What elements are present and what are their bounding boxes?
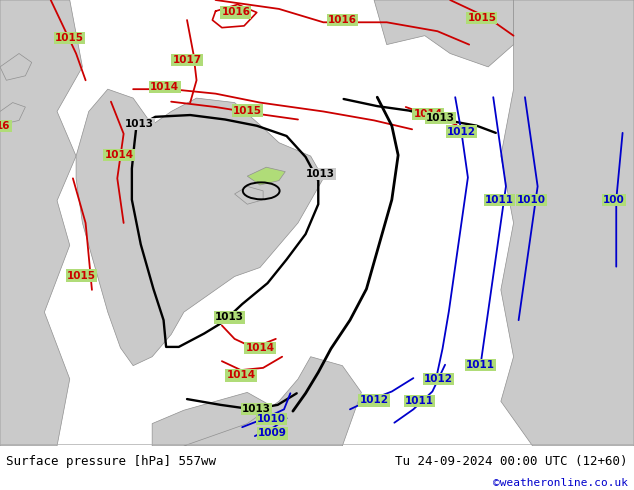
Text: 1015: 1015 <box>55 33 84 43</box>
Text: Tu 24-09-2024 00:00 UTC (12+60): Tu 24-09-2024 00:00 UTC (12+60) <box>395 455 628 467</box>
Text: 1012: 1012 <box>447 126 476 137</box>
Text: 1017: 1017 <box>172 55 202 65</box>
Text: 1014: 1014 <box>413 109 443 119</box>
Text: 1013: 1013 <box>215 313 244 322</box>
Polygon shape <box>247 167 285 185</box>
Text: 16: 16 <box>0 121 10 131</box>
Text: 1014: 1014 <box>150 82 179 92</box>
Polygon shape <box>374 0 514 67</box>
Text: 1012: 1012 <box>424 374 453 384</box>
Text: 1014: 1014 <box>226 370 256 380</box>
Polygon shape <box>235 186 263 204</box>
Text: ©weatheronline.co.uk: ©weatheronline.co.uk <box>493 478 628 488</box>
Text: 1015: 1015 <box>67 270 96 281</box>
Polygon shape <box>0 0 82 446</box>
Text: Surface pressure [hPa] 557ww: Surface pressure [hPa] 557ww <box>6 455 216 467</box>
Polygon shape <box>184 357 361 446</box>
Text: 1014: 1014 <box>245 343 275 353</box>
Polygon shape <box>0 53 32 80</box>
Polygon shape <box>0 102 25 125</box>
Polygon shape <box>76 89 323 366</box>
Text: 1012: 1012 <box>359 395 389 405</box>
Polygon shape <box>152 392 342 446</box>
Text: 1011: 1011 <box>485 195 514 205</box>
Text: 100: 100 <box>603 195 624 205</box>
Text: 1015: 1015 <box>233 105 262 116</box>
Text: 1013: 1013 <box>426 113 455 123</box>
Text: 1013: 1013 <box>242 404 271 415</box>
Text: 1014: 1014 <box>105 150 134 160</box>
Text: 1016: 1016 <box>221 7 250 18</box>
Text: 1010: 1010 <box>257 414 286 424</box>
Text: 1011: 1011 <box>405 396 434 406</box>
Polygon shape <box>501 0 634 446</box>
Text: 1013: 1013 <box>306 169 335 179</box>
Text: 1010: 1010 <box>517 195 546 205</box>
Text: 1009: 1009 <box>258 428 287 439</box>
Text: 1011: 1011 <box>466 360 495 370</box>
Text: 1015: 1015 <box>467 13 496 23</box>
Text: 1013: 1013 <box>125 119 154 129</box>
Text: 1016: 1016 <box>328 15 357 25</box>
